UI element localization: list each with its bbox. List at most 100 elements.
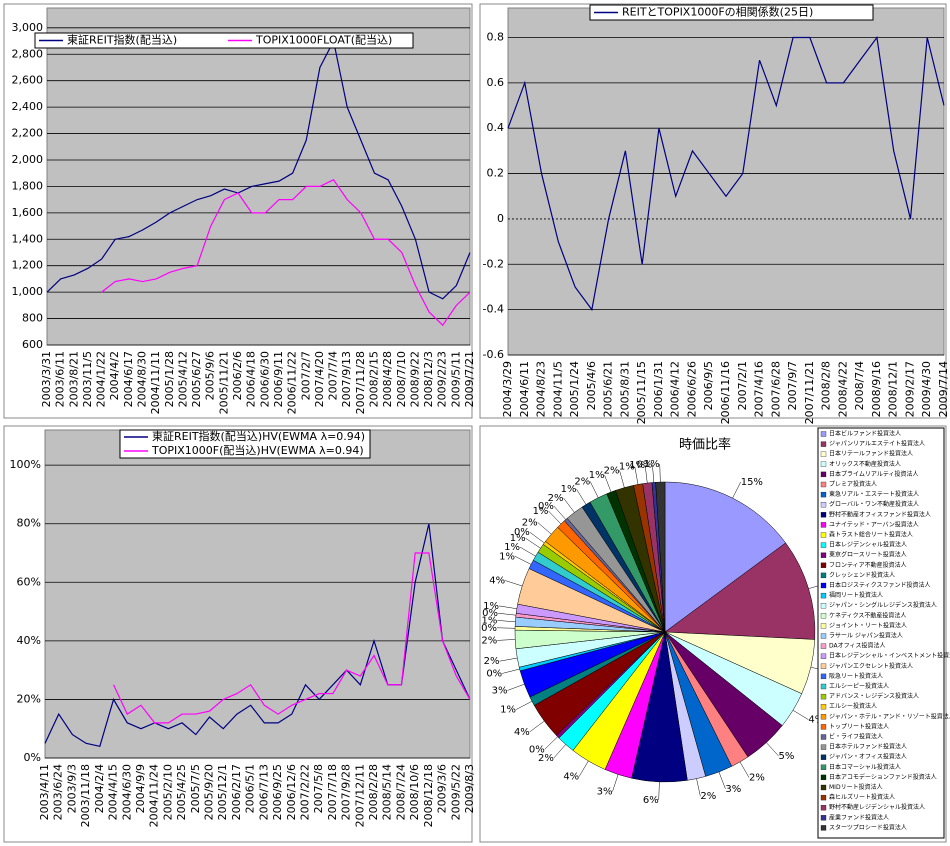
legend-label: 東証REIT指数(配当込): [67, 33, 177, 47]
y-tick-label: 20%: [17, 692, 41, 705]
x-tick-label: 2005/1/24: [568, 361, 581, 417]
legend-label: ユナイテッド・アーバン投資法人: [829, 520, 919, 528]
legend-swatch: [820, 754, 827, 760]
x-tick-label: 2008/12/18: [422, 764, 435, 827]
legend-label: 日本ホテルファンド投資法人: [829, 743, 907, 751]
legend-swatch: [820, 693, 827, 700]
x-tick-label: 2007/2/22: [298, 764, 311, 820]
legend-swatch: [820, 805, 827, 811]
data-label: 0%: [486, 668, 502, 679]
legend-swatch: [820, 764, 827, 770]
x-tick-label: 2007/12/11: [353, 764, 366, 827]
y-tick-label: 0.8: [487, 30, 505, 43]
data-label: 4%: [808, 715, 824, 726]
x-tick-label: 2006/4/12: [669, 361, 682, 417]
x-tick-label: 2008/2/15: [367, 351, 380, 407]
leader-line: [553, 744, 566, 759]
data-label: 1%: [619, 462, 635, 473]
x-tick-label: 2007/2/7: [299, 351, 312, 400]
legend-label: 野村不動産レジデンシャル投資法人: [829, 803, 925, 811]
legend-box: [34, 32, 414, 49]
legend-label: 日本アコモデーションファンド投資法人: [829, 773, 937, 781]
legend-label: 森ヒルズリート投資法人: [829, 793, 895, 801]
legend-swatch: [820, 744, 827, 750]
x-tick-label: 2004/3/29: [501, 361, 514, 417]
x-tick-label: 2004/6/17: [122, 351, 135, 407]
legend-swatch: [820, 441, 827, 447]
legend-label: 日本プライムリアルティ投資法人: [829, 470, 918, 478]
data-label: 4%: [514, 727, 530, 738]
legend-swatch: [820, 623, 827, 629]
x-tick-label: 2009/5/22: [449, 764, 462, 820]
x-tick-label: 2005/11/15: [635, 361, 648, 424]
leader-line: [502, 668, 520, 674]
legend-swatch: [820, 734, 827, 740]
legend-label: 東証REIT指数(配当込)HV(EWMA λ=0.94): [152, 429, 365, 443]
x-tick-label: 2007/9/7: [786, 361, 799, 410]
legend-label: 産業ファンド投資法人: [829, 813, 889, 821]
leader-line: [537, 522, 552, 535]
x-tick-label: 2009/2/17: [903, 361, 916, 417]
x-tick-label: 2007/11/21: [803, 361, 816, 424]
leader-line: [519, 546, 536, 557]
x-tick-label: 2005/4/25: [175, 764, 188, 820]
legend-swatch: [820, 643, 827, 649]
x-tick-label: 2004/11/11: [149, 351, 162, 414]
legend-label: TOPIX1000F(配当込)HV(EWMA λ=0.94): [151, 443, 364, 457]
x-tick-label: 2005/12/1: [216, 764, 229, 820]
data-label: 1%: [483, 601, 499, 612]
data-label: 5%: [778, 751, 794, 762]
leader-line: [634, 466, 639, 485]
x-tick-label: 2004/1/22: [95, 351, 108, 407]
legend-label: アドバンス・レジデンス投資法人: [829, 692, 919, 700]
x-tick-label: 2005/4/12: [176, 351, 189, 407]
plot-area: [46, 7, 471, 346]
x-tick-label: 2004/8/30: [136, 351, 149, 407]
leader-line: [548, 510, 562, 525]
data-label: 1%: [500, 705, 516, 716]
y-tick-label: 40%: [17, 634, 41, 647]
series-line: [113, 552, 471, 724]
legend-swatch: [820, 825, 827, 831]
legend-box: [817, 427, 945, 839]
data-label: 0%: [482, 608, 498, 619]
leader-line: [515, 701, 533, 710]
leader-line: [525, 538, 541, 549]
x-tick-label: 2003/11/5: [81, 351, 94, 407]
legend-label: DAオフィス投資法人: [829, 642, 886, 650]
legend-swatch: [820, 653, 827, 659]
legend-label: 東急リアル・エステート投資法人: [829, 490, 919, 498]
x-tick-label: 2006/9/25: [271, 764, 284, 820]
legend-label: REITとTOPIX1000Fの相関係数(25日): [622, 6, 813, 19]
legend-swatch: [820, 572, 827, 579]
leader-line: [576, 489, 587, 505]
x-tick-label: 2003/3/31: [40, 351, 53, 407]
x-tick-label: 2008/10/6: [408, 764, 421, 820]
data-label: 0%: [514, 527, 530, 538]
x-tick-label: 2009/3/6: [436, 764, 449, 813]
y-tick-label: -0.4: [483, 303, 504, 316]
x-tick-label: 2007/4/16: [753, 361, 766, 417]
x-tick-label: 2005/6/21: [602, 361, 615, 417]
legend-label: エルシー投資法人: [829, 702, 877, 710]
legend-swatch: [820, 512, 827, 518]
legend-swatch: [820, 552, 827, 558]
data-label: 2%: [574, 477, 590, 488]
legend-swatch: [820, 562, 827, 568]
leader-line: [766, 742, 779, 757]
data-label: 1%: [504, 542, 520, 553]
leader-line: [553, 505, 566, 520]
legend-label: ジャパンエクセレント投資法人: [829, 662, 913, 670]
leader-line: [590, 481, 599, 498]
data-label: 2%: [604, 465, 620, 476]
legend-swatch: [820, 502, 827, 508]
leader-line: [644, 465, 648, 484]
leader-line: [578, 760, 589, 777]
legend-swatch: [820, 582, 827, 589]
y-tick-label: -0.6: [483, 348, 504, 361]
leader-line: [604, 475, 612, 493]
y-tick-label: 600: [22, 338, 43, 351]
x-tick-label: 2004/2/4: [93, 764, 106, 813]
x-tick-label: 2004/11/5: [551, 361, 564, 417]
legend-swatch: [820, 794, 827, 801]
